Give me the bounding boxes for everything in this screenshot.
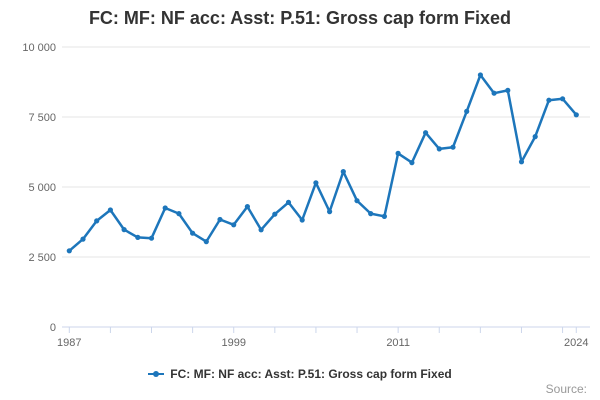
data-point-2001 xyxy=(258,227,264,233)
legend-line-marker-icon xyxy=(148,371,165,377)
x-axis-tick-label: 1987 xyxy=(57,337,81,349)
data-point-2013 xyxy=(423,130,429,136)
data-point-1998 xyxy=(217,216,223,223)
data-point-1996 xyxy=(190,230,196,236)
data-point-1995 xyxy=(176,211,182,217)
y-axis-tick-label: 7 500 xyxy=(28,112,56,124)
data-point-1993 xyxy=(148,235,155,241)
x-axis-tick-label: 2011 xyxy=(386,337,410,349)
chart-title: FC: MF: NF acc: Asst: P.51: Gross cap fo… xyxy=(88,8,512,28)
data-point-1987 xyxy=(66,248,72,254)
data-point-2011 xyxy=(395,150,401,156)
legend-dot-icon xyxy=(153,371,160,377)
data-point-1997 xyxy=(203,239,209,245)
data-point-1992 xyxy=(135,234,141,240)
data-point-2019 xyxy=(505,87,511,93)
data-point-2021 xyxy=(532,134,538,140)
data-point-2010 xyxy=(381,213,387,219)
data-point-2012 xyxy=(409,160,415,166)
data-point-1988 xyxy=(80,236,86,242)
series-line xyxy=(68,73,578,253)
data-point-1999 xyxy=(231,222,237,228)
data-point-1994 xyxy=(162,205,168,211)
legend-item-series[interactable]: FC: MF: NF acc: Asst: P.51: Gross cap fo… xyxy=(170,367,452,381)
data-point-2024 xyxy=(573,112,579,118)
data-point-2015 xyxy=(450,144,456,150)
data-point-2004 xyxy=(299,217,305,223)
data-point-1989 xyxy=(94,218,100,224)
data-point-1990 xyxy=(107,207,113,213)
x-axis-tick-label: 1999 xyxy=(221,337,245,349)
data-point-2007 xyxy=(340,169,346,175)
y-axis-tick-label: 2 500 xyxy=(28,252,56,264)
legend: FC: MF: NF acc: Asst: P.51: Gross cap fo… xyxy=(0,365,600,383)
data-point-2016 xyxy=(464,108,470,114)
data-point-2014 xyxy=(436,146,442,152)
data-point-2018 xyxy=(491,90,497,96)
data-point-2020 xyxy=(518,159,525,165)
source-note: Source: xyxy=(545,382,587,396)
x-axis-tick-label: 2024 xyxy=(564,337,588,349)
y-axis-tick-label: 10 000 xyxy=(22,42,56,54)
data-point-2000 xyxy=(244,204,250,210)
data-point-2008 xyxy=(354,198,360,204)
data-point-2003 xyxy=(285,199,292,205)
data-point-2023 xyxy=(560,96,566,102)
data-point-2006 xyxy=(327,209,333,215)
data-point-2017 xyxy=(477,72,483,78)
data-point-2005 xyxy=(313,180,319,186)
data-point-2009 xyxy=(368,211,374,217)
data-point-2022 xyxy=(546,97,552,103)
data-point-1991 xyxy=(121,227,127,233)
y-axis-tick-label: 0 xyxy=(50,322,56,334)
data-point-2002 xyxy=(272,211,278,217)
y-axis-tick-label: 5 000 xyxy=(28,182,56,194)
